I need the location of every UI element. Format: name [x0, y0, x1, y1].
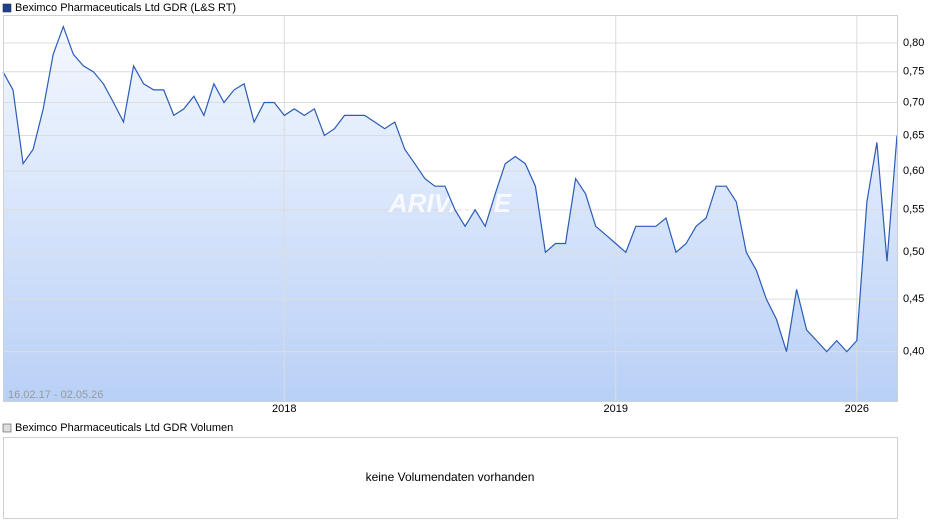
watermark: ARIVA.DE: [388, 188, 512, 218]
price-line: [2, 24, 898, 353]
x-tick-label: 2019: [603, 403, 627, 415]
price-area: [3, 26, 897, 401]
y-tick-label: 0,75: [903, 66, 924, 78]
y-tick-label: 0,40: [903, 346, 924, 358]
y-tick-label: 0,45: [903, 293, 924, 305]
legend-label: Beximco Pharmaceuticals Ltd GDR (L&S RT): [15, 2, 236, 14]
x-tick-label: 2018: [272, 403, 296, 415]
y-tick-label: 0,80: [903, 37, 924, 49]
volume-message: keine Volumendaten vorhanden: [366, 470, 535, 484]
x-tick-label: 2026: [845, 403, 869, 415]
volume-frame: [3, 437, 898, 519]
date-range: 16.02.17 - 02.05.26: [8, 389, 103, 401]
y-tick-label: 0,55: [903, 204, 924, 216]
y-tick-label: 0,50: [903, 246, 924, 258]
legend-swatch: [2, 3, 12, 13]
y-tick-label: 0,60: [903, 165, 924, 177]
volume-legend-label: Beximco Pharmaceuticals Ltd GDR Volumen: [15, 422, 233, 434]
y-tick-label: 0,65: [903, 129, 924, 141]
volume-legend-swatch: [2, 423, 12, 433]
y-tick-label: 0,70: [903, 96, 924, 108]
plot-frame: [3, 15, 898, 402]
